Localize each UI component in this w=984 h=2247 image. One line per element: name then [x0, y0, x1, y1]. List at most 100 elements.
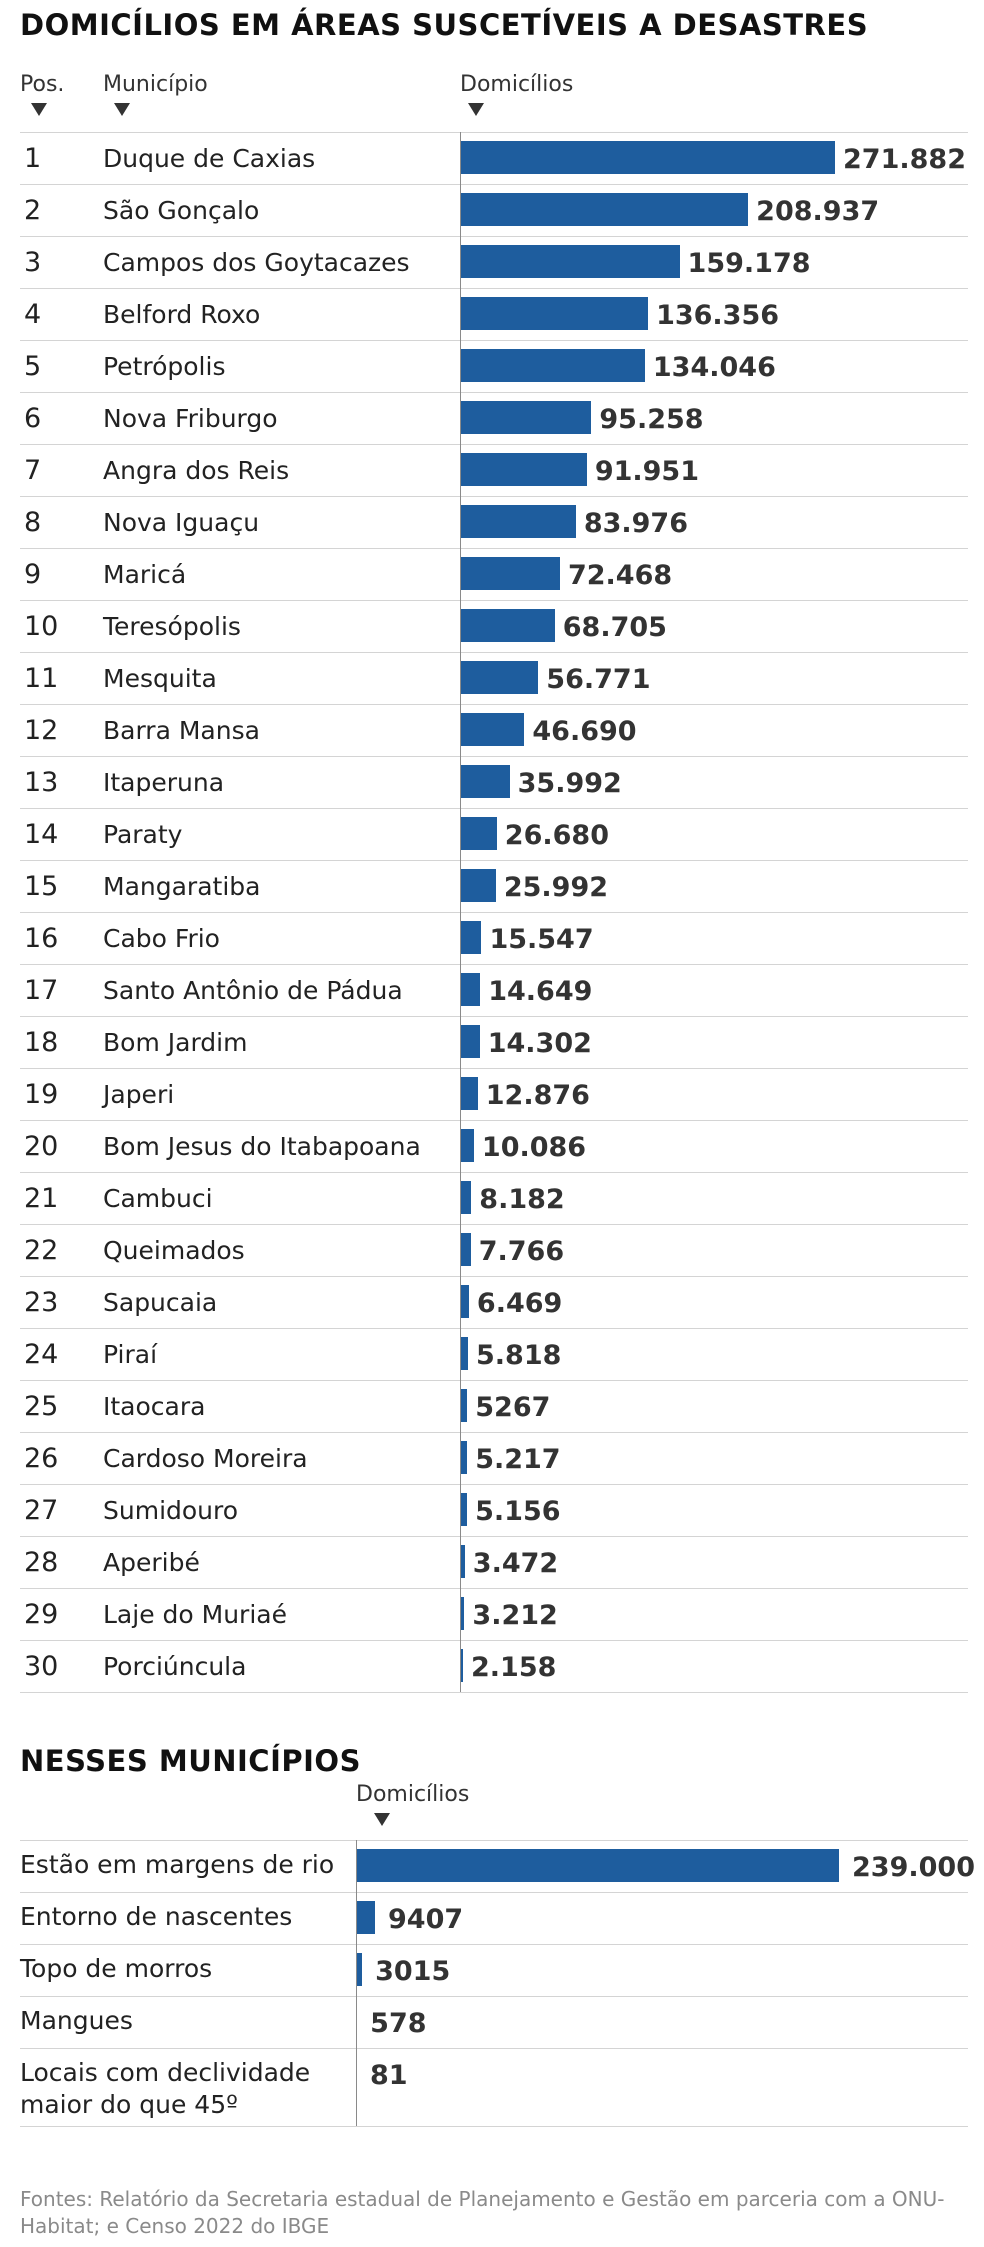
- secondary-column-header-domicilios: Domicílios: [356, 1782, 470, 1807]
- rank-label: 11: [24, 663, 59, 694]
- table-row: 21 Cambuci: [20, 1172, 968, 1225]
- value-label: 5.217: [475, 1444, 561, 1475]
- rank-label: 28: [24, 1547, 59, 1578]
- rank-label: 6: [24, 403, 42, 434]
- value-label: 46.690: [532, 716, 637, 747]
- data-bar: [460, 1441, 468, 1474]
- rank-label: 19: [24, 1079, 59, 1110]
- municipality-label: Mesquita: [103, 664, 217, 693]
- value-label: 9407: [388, 1904, 464, 1935]
- value-label: 5.818: [476, 1340, 562, 1371]
- table-row: 17 Santo Antônio de Pádua: [20, 964, 968, 1017]
- data-bar: [460, 1337, 469, 1370]
- data-bar: [460, 713, 525, 746]
- table-row: 22 Queimados: [20, 1224, 968, 1277]
- table-row: 4 Belford Roxo: [20, 288, 968, 341]
- municipality-label: Teresópolis: [103, 612, 241, 641]
- value-label: 5.156: [475, 1496, 561, 1527]
- data-bar: [460, 1077, 478, 1110]
- table-row: 7 Angra dos Reis: [20, 444, 968, 497]
- column-header-municipio: Município: [103, 72, 208, 97]
- rank-label: 5: [24, 351, 42, 382]
- value-label: 271.882: [843, 144, 966, 175]
- rank-label: 10: [24, 611, 59, 642]
- municipality-label: Nova Iguaçu: [103, 508, 260, 537]
- rank-label: 21: [24, 1183, 59, 1214]
- value-label: 8.182: [479, 1184, 565, 1215]
- municipality-label: Cabo Frio: [103, 924, 220, 953]
- municipality-label: Angra dos Reis: [103, 456, 290, 485]
- value-label: 91.951: [594, 456, 700, 487]
- secondary-title: NESSES MUNICÍPIOS: [20, 1744, 361, 1778]
- municipality-label: Japeri: [103, 1080, 175, 1109]
- data-bar: [460, 193, 749, 226]
- value-label: 25.992: [503, 872, 609, 903]
- rank-label: 30: [24, 1651, 59, 1682]
- rank-label: 22: [24, 1235, 59, 1266]
- list-item: Topo de morros: [20, 1944, 968, 1997]
- data-bar: [460, 1233, 471, 1266]
- rank-label: 7: [24, 455, 42, 486]
- column-header-position: Pos.: [20, 72, 65, 97]
- rank-label: 24: [24, 1339, 59, 1370]
- municipality-label: Sapucaia: [103, 1288, 218, 1317]
- value-label: 81: [370, 2060, 408, 2091]
- table-row: 10 Teresópolis: [20, 600, 968, 653]
- municipality-label: Bom Jardim: [103, 1028, 248, 1057]
- value-label: 134.046: [652, 352, 776, 383]
- data-bar: [460, 401, 592, 434]
- data-bar: [460, 557, 560, 590]
- sort-arrow-icon: [31, 103, 47, 116]
- chart-title: DOMICÍLIOS EM ÁREAS SUSCETÍVEIS A DESAST…: [20, 8, 869, 42]
- table-row: 25 Itaocara: [20, 1380, 968, 1433]
- data-bar: [460, 1181, 472, 1214]
- data-bar: [460, 1285, 469, 1318]
- table-row: 18 Bom Jardim: [20, 1016, 968, 1069]
- value-label: 239.000: [852, 1852, 975, 1883]
- value-label: 208.937: [756, 196, 880, 227]
- municipality-label: Santo Antônio de Pádua: [103, 976, 403, 1005]
- municipality-label: Sumidouro: [103, 1496, 239, 1525]
- municipality-label: Barra Mansa: [103, 716, 260, 745]
- rank-label: 4: [24, 299, 42, 330]
- table-row: 30 Porciúncula: [20, 1640, 968, 1693]
- list-bottom-rule: [20, 2126, 968, 2127]
- table-row: 19 Japeri: [20, 1068, 968, 1121]
- bar-axis-line: [356, 1840, 357, 2126]
- table-row: 27 Sumidouro: [20, 1484, 968, 1537]
- sort-arrow-icon: [114, 103, 130, 116]
- category-label: Mangues: [20, 2006, 133, 2035]
- data-bar: [460, 1129, 474, 1162]
- data-bar: [460, 245, 680, 278]
- data-bar: [460, 765, 510, 798]
- municipality-label: Queimados: [103, 1236, 245, 1265]
- list-item: Entorno de nascentes: [20, 1892, 968, 1945]
- data-bar: [460, 141, 835, 174]
- rank-label: 9: [24, 559, 42, 590]
- table-row: 8 Nova Iguaçu: [20, 496, 968, 549]
- value-label: 14.302: [487, 1028, 592, 1059]
- municipality-label: Cambuci: [103, 1184, 213, 1213]
- column-header-domicilios: Domicílios: [460, 72, 574, 97]
- table-row: 9 Maricá: [20, 548, 968, 601]
- data-bar: [460, 297, 649, 330]
- data-bar: [356, 1901, 375, 1934]
- list-item: Locais com declividade maior do que 45º: [20, 2048, 968, 2127]
- municipality-label: Aperibé: [103, 1548, 200, 1577]
- table-row: 6 Nova Friburgo: [20, 392, 968, 445]
- rank-label: 13: [24, 767, 59, 798]
- table-row: 15 Mangaratiba: [20, 860, 968, 913]
- municipality-label: Maricá: [103, 560, 187, 589]
- data-bar: [460, 817, 497, 850]
- municipality-label: Paraty: [103, 820, 183, 849]
- rank-label: 16: [24, 923, 59, 954]
- category-label: Entorno de nascentes: [20, 1902, 293, 1931]
- municipality-label: Belford Roxo: [103, 300, 261, 329]
- value-label: 2.158: [471, 1652, 557, 1683]
- table-row: 3 Campos dos Goytacazes: [20, 236, 968, 289]
- rank-label: 15: [24, 871, 59, 902]
- value-label: 7.766: [478, 1236, 565, 1267]
- municipality-label: Itaocara: [103, 1392, 206, 1421]
- value-label: 3.472: [472, 1548, 559, 1579]
- data-bar: [460, 1389, 468, 1422]
